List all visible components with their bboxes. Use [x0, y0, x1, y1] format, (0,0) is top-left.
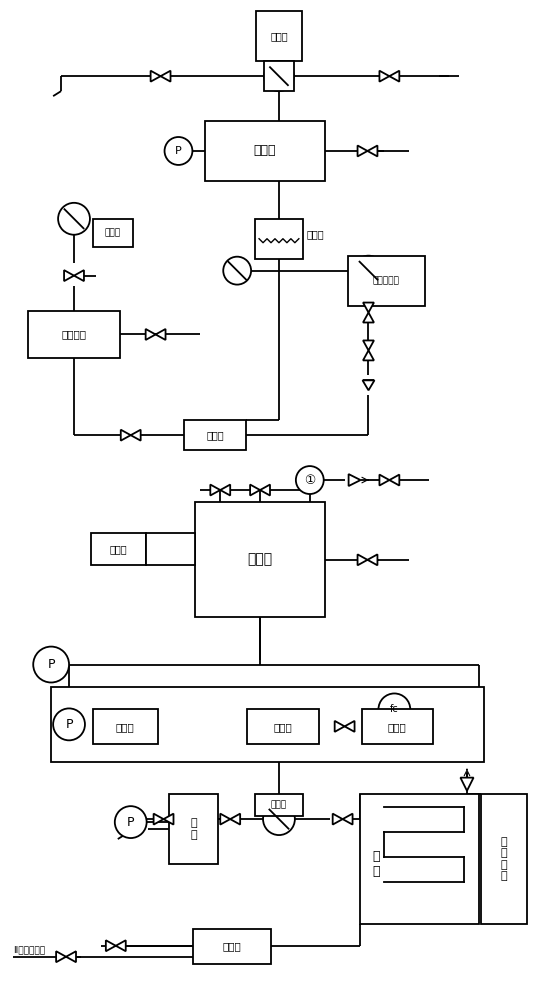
Circle shape: [223, 257, 251, 285]
Polygon shape: [156, 329, 166, 340]
Circle shape: [263, 803, 295, 835]
Polygon shape: [335, 721, 345, 732]
Polygon shape: [56, 951, 66, 962]
Bar: [193, 929, 271, 964]
Polygon shape: [160, 71, 171, 82]
Bar: [168, 794, 218, 864]
Polygon shape: [363, 350, 374, 360]
Text: P: P: [65, 718, 73, 731]
Text: 冷
凝: 冷 凝: [373, 850, 380, 878]
Bar: [93, 219, 133, 247]
Text: 反应器: 反应器: [247, 552, 273, 566]
Polygon shape: [389, 71, 400, 82]
Circle shape: [115, 806, 147, 838]
Polygon shape: [357, 554, 368, 565]
Bar: [146, 533, 195, 565]
Text: P: P: [127, 816, 134, 829]
Circle shape: [264, 61, 294, 91]
Polygon shape: [220, 485, 230, 496]
Text: 气液器: 气液器: [388, 722, 407, 732]
Polygon shape: [368, 554, 377, 565]
Text: 膨胀器: 膨胀器: [274, 722, 292, 732]
Polygon shape: [380, 475, 389, 486]
Polygon shape: [153, 814, 164, 825]
Polygon shape: [116, 940, 126, 951]
Bar: [91, 533, 146, 565]
Polygon shape: [380, 71, 389, 82]
Bar: [205, 121, 325, 181]
Polygon shape: [164, 814, 173, 825]
Polygon shape: [368, 145, 377, 156]
Text: P: P: [175, 146, 182, 156]
Bar: [256, 11, 302, 61]
Bar: [247, 709, 319, 744]
Text: 真空泵: 真空泵: [105, 228, 121, 237]
Bar: [255, 219, 303, 259]
Bar: [264, 61, 294, 91]
Circle shape: [379, 693, 410, 725]
Bar: [185, 420, 246, 450]
Circle shape: [33, 647, 69, 682]
Circle shape: [165, 137, 192, 165]
Polygon shape: [345, 721, 355, 732]
Bar: [28, 311, 120, 358]
Bar: [255, 794, 303, 816]
Polygon shape: [121, 430, 131, 441]
Polygon shape: [131, 430, 140, 441]
Polygon shape: [220, 814, 230, 825]
Text: 气化器: 气化器: [223, 941, 241, 951]
Polygon shape: [146, 329, 156, 340]
Polygon shape: [151, 71, 160, 82]
Text: 制
冷
系
统: 制 冷 系 统: [501, 837, 507, 881]
Polygon shape: [250, 485, 260, 496]
Text: 去气化器: 去气化器: [62, 329, 86, 339]
Circle shape: [354, 256, 383, 286]
Polygon shape: [461, 778, 474, 791]
Text: 质量流量计: 质量流量计: [373, 276, 400, 285]
Text: 磁搅拌: 磁搅拌: [110, 544, 127, 554]
Polygon shape: [230, 814, 240, 825]
Text: 储
罐: 储 罐: [190, 818, 197, 840]
Polygon shape: [210, 485, 220, 496]
Polygon shape: [64, 270, 74, 281]
Bar: [360, 794, 479, 924]
Text: 储气罐: 储气罐: [254, 144, 276, 157]
Polygon shape: [342, 814, 353, 825]
Polygon shape: [362, 380, 374, 390]
Bar: [481, 794, 526, 924]
Polygon shape: [363, 313, 374, 322]
Polygon shape: [66, 951, 76, 962]
Bar: [51, 687, 484, 762]
Text: II级空压罐罐: II级空压罐罐: [14, 945, 45, 954]
Text: ①: ①: [304, 474, 315, 487]
Circle shape: [58, 203, 90, 235]
Polygon shape: [260, 485, 270, 496]
Text: fc: fc: [390, 704, 399, 714]
Polygon shape: [74, 270, 84, 281]
Text: 电接点: 电接点: [116, 722, 134, 732]
Polygon shape: [389, 475, 400, 486]
Bar: [195, 502, 325, 617]
Circle shape: [53, 708, 85, 740]
Polygon shape: [363, 340, 374, 350]
Polygon shape: [333, 814, 342, 825]
Text: 背压阀: 背压阀: [307, 229, 325, 239]
Text: 高压泵: 高压泵: [271, 801, 287, 810]
Text: 分离器: 分离器: [206, 430, 224, 440]
Bar: [93, 709, 158, 744]
Polygon shape: [363, 303, 374, 313]
Bar: [348, 256, 425, 306]
Circle shape: [296, 466, 323, 494]
Text: P: P: [48, 658, 55, 671]
Polygon shape: [106, 940, 116, 951]
Polygon shape: [349, 474, 361, 486]
Polygon shape: [357, 145, 368, 156]
Text: 流量计: 流量计: [270, 31, 288, 41]
Bar: [361, 709, 433, 744]
